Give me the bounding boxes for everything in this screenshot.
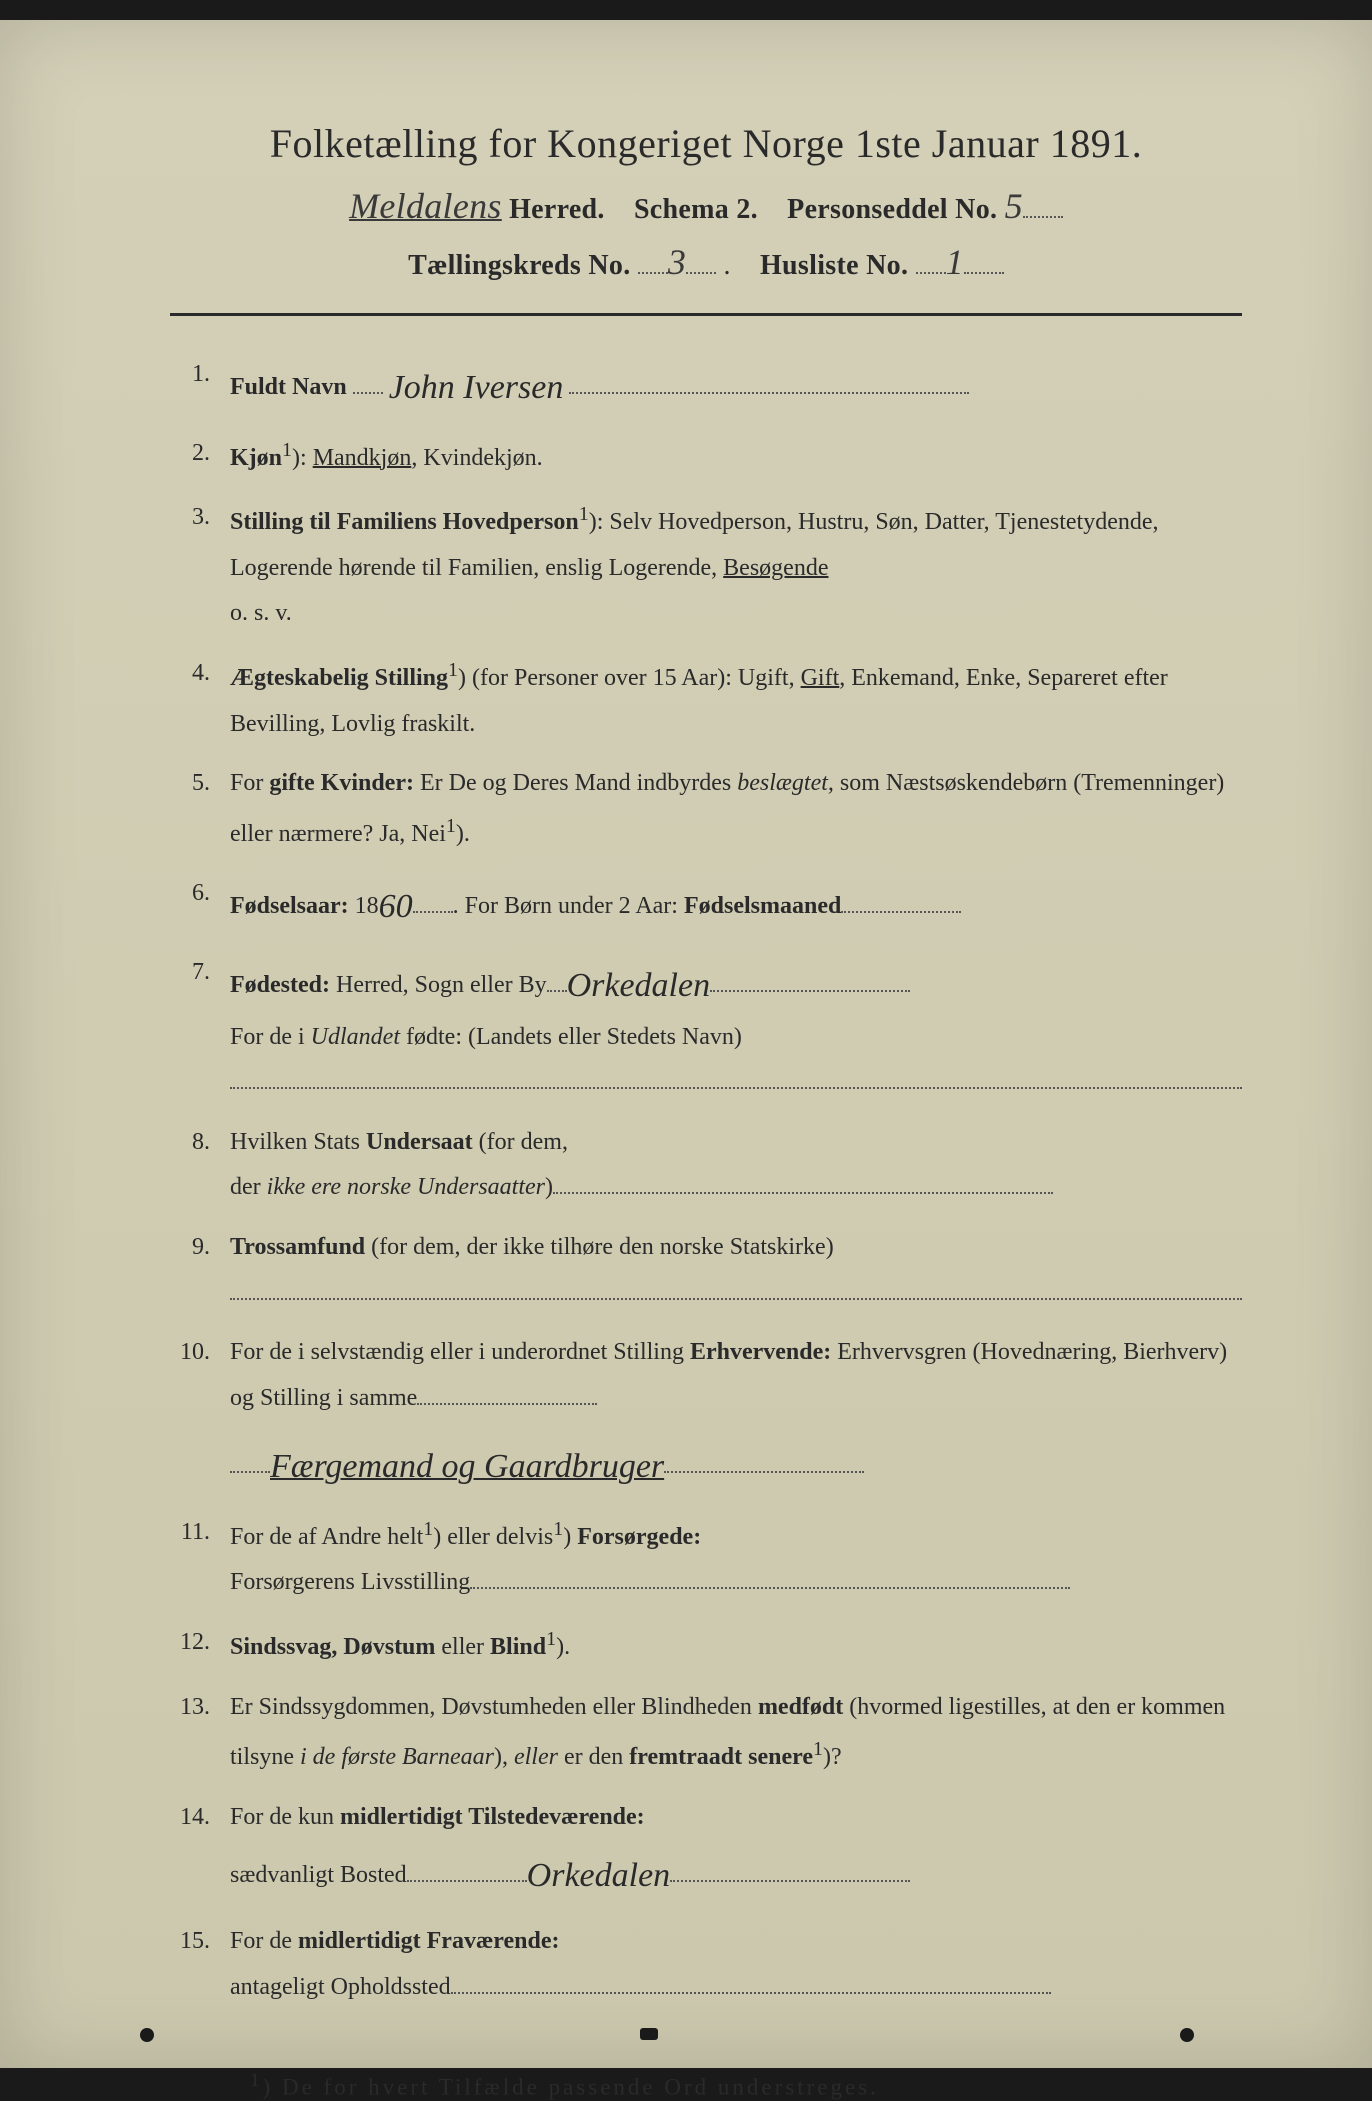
num-13: 13.	[170, 1685, 230, 1731]
q6-label: Fødselsaar:	[230, 893, 349, 919]
item-14: 14. For de kun midlertidigt Tilstedevære…	[170, 1795, 1242, 1905]
q14-bosted-hw: Orkedalen	[527, 1857, 671, 1894]
item-12: 12. Sindssvag, Døvstum eller Blind1).	[170, 1620, 1242, 1671]
item-3: 3. Stilling til Familiens Hovedperson1):…	[170, 495, 1242, 637]
census-form-page: Folketælling for Kongeriget Norge 1ste J…	[0, 20, 1372, 2068]
num-6: 6.	[170, 871, 230, 917]
num-10: 10.	[170, 1330, 230, 1376]
num-15: 15.	[170, 1919, 230, 1965]
q7-label: Fødested:	[230, 972, 330, 998]
q9-bold: Trossamfund	[230, 1234, 365, 1260]
num-5: 5.	[170, 761, 230, 807]
q2-label: Kjøn	[230, 445, 282, 471]
num-12: 12.	[170, 1620, 230, 1666]
husliste-label: Husliste No.	[760, 250, 908, 281]
divider	[170, 313, 1242, 316]
num-14: 14.	[170, 1795, 230, 1841]
item-10: 10. For de i selvstændig eller i underor…	[170, 1330, 1242, 1496]
num-11: 11.	[170, 1510, 230, 1556]
num-1: 1.	[170, 352, 230, 398]
husliste-no-hw: 1	[946, 241, 964, 283]
q2-mandkjon: Mandkjøn	[313, 445, 412, 471]
header-line-1: Meldalens Herred. Schema 2. Personseddel…	[170, 185, 1242, 227]
item-5: 5. For gifte Kvinder: Er De og Deres Man…	[170, 761, 1242, 857]
q3-osv: o. s. v.	[230, 591, 1242, 637]
item-1: 1. Fuldt Navn John Iversen	[170, 352, 1242, 417]
num-2: 2.	[170, 431, 230, 477]
num-9: 9.	[170, 1225, 230, 1271]
herred-label: Herred.	[509, 194, 605, 225]
num-4: 4.	[170, 651, 230, 697]
q7-place-hw: Orkedalen	[567, 967, 711, 1004]
item-8: 8. Hvilken Stats Undersaat (for dem, der…	[170, 1120, 1242, 1211]
hole-icon	[640, 2028, 658, 2040]
q4-label: Ægteskabelig Stilling	[230, 665, 448, 691]
schema-label: Schema 2.	[634, 194, 758, 225]
num-8: 8.	[170, 1120, 230, 1166]
footnote: 1) De for hvert Tilfælde passende Ord un…	[170, 2070, 1242, 2101]
q10-occupation-hw: Færgemand og Gaardbruger	[270, 1448, 664, 1485]
num-7: 7.	[170, 950, 230, 996]
num-3: 3.	[170, 495, 230, 541]
title-block: Folketælling for Kongeriget Norge 1ste J…	[170, 120, 1242, 283]
item-7: 7. Fødested: Herred, Sogn eller ByOrkeda…	[170, 950, 1242, 1106]
main-title: Folketælling for Kongeriget Norge 1ste J…	[170, 120, 1242, 167]
q3-label: Stilling til Familiens Hovedperson	[230, 509, 579, 535]
form-body: 1. Fuldt Navn John Iversen 2. Kjøn1): Ma…	[170, 352, 1242, 2010]
kreds-label: Tællingskreds No.	[408, 250, 630, 281]
q1-label: Fuldt Navn	[230, 374, 347, 400]
person-label: Personseddel No.	[787, 194, 997, 225]
hole-icon	[1180, 2028, 1194, 2042]
item-15: 15. For de midlertidigt Fraværende: anta…	[170, 1919, 1242, 2010]
hole-icon	[140, 2028, 154, 2042]
item-9: 9. Trossamfund (for dem, der ikke tilhør…	[170, 1225, 1242, 1316]
q3-besogende: Besøgende	[723, 555, 828, 581]
kreds-no-hw: 3	[668, 241, 686, 283]
q1-handwritten: John Iversen	[389, 369, 564, 406]
person-no-hw: 5	[1005, 185, 1023, 227]
q4-gift: Gift	[801, 665, 840, 691]
q6-year-hw: 60	[379, 888, 413, 925]
q5-bold: gifte Kvinder:	[269, 770, 414, 796]
item-11: 11. For de af Andre helt1) eller delvis1…	[170, 1510, 1242, 1606]
herred-handwritten: Meldalens	[349, 185, 502, 227]
item-4: 4. Ægteskabelig Stilling1) (for Personer…	[170, 651, 1242, 747]
item-6: 6. Fødselsaar: 1860. For Børn under 2 Aa…	[170, 871, 1242, 936]
item-2: 2. Kjøn1): Mandkjøn, Kvindekjøn.	[170, 431, 1242, 482]
header-line-2: Tællingskreds No. 3 . Husliste No. 1	[170, 241, 1242, 283]
item-13: 13. Er Sindssygdommen, Døvstumheden elle…	[170, 1685, 1242, 1781]
